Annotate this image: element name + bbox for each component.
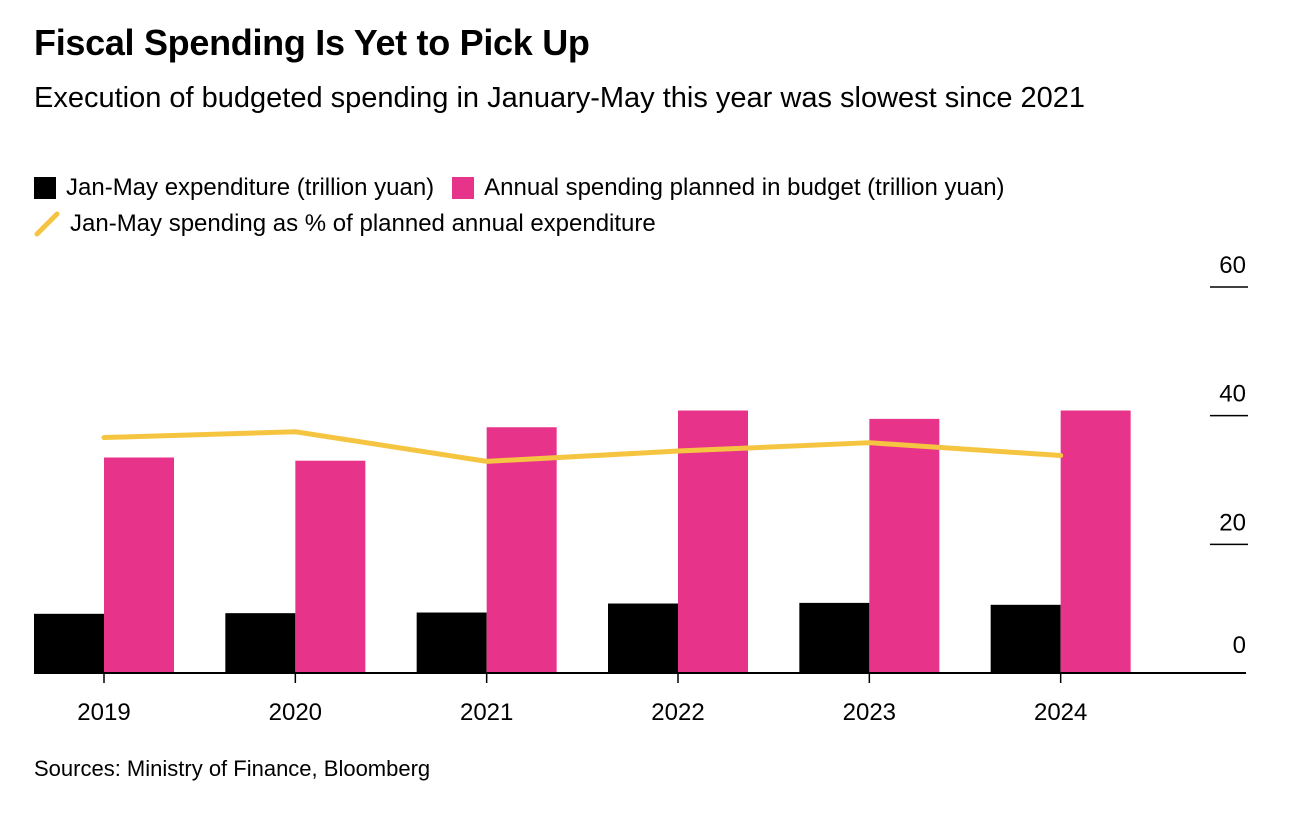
- bar-expenditure: [990, 604, 1061, 673]
- line-percent-series: [101, 429, 1064, 464]
- chart-area: 0 20 40 60 2019 2020 2021 2022 2023 2024: [0, 240, 1314, 740]
- y-tick-label: 20: [1219, 509, 1246, 536]
- legend: Jan-May expenditure (trillion yuan) Annu…: [34, 174, 1023, 202]
- bar-planned: [104, 457, 174, 673]
- legend-item-planned: Annual spending planned in budget (trill…: [452, 174, 1005, 202]
- source-note: Sources: Ministry of Finance, Bloomberg: [34, 756, 431, 781]
- y-tick-label: 60: [1219, 252, 1246, 279]
- legend-label-percent: Jan-May spending as % of planned annual …: [70, 210, 656, 237]
- legend-swatch-planned: [452, 177, 475, 199]
- bar-expenditure: [34, 613, 104, 673]
- legend-swatch-percent: [34, 211, 60, 237]
- chart-subtitle: Execution of budgeted spending in Januar…: [34, 82, 1086, 114]
- bar-planned: [1060, 410, 1131, 673]
- y-tick-label: 40: [1219, 381, 1246, 408]
- x-tick-label: 2024: [1034, 699, 1087, 726]
- bar-expenditure: [416, 612, 487, 673]
- bar-expenditure: [799, 602, 870, 673]
- bar-planned: [486, 427, 557, 673]
- bar-planned: [869, 418, 940, 673]
- x-tick-label: 2021: [460, 699, 513, 726]
- legend-row-2: Jan-May spending as % of planned annual …: [34, 210, 674, 238]
- legend-label-expenditure: Jan-May expenditure (trillion yuan): [66, 174, 435, 201]
- x-tick-label: 2019: [77, 699, 130, 726]
- legend-label-planned: Annual spending planned in budget (trill…: [484, 174, 1005, 201]
- chart-title: Fiscal Spending Is Yet to Pick Up: [34, 22, 590, 63]
- legend-swatch-expenditure: [34, 177, 56, 199]
- bar-expenditure: [225, 613, 296, 673]
- bar-expenditure: [608, 603, 678, 673]
- combo-chart: 0 20 40 60 2019 2020 2021 2022 2023 2024: [34, 252, 1248, 726]
- x-tick-label: 2020: [269, 699, 322, 726]
- x-tick-label: 2023: [843, 699, 896, 726]
- bar-planned: [295, 460, 366, 673]
- y-tick-label: 0: [1233, 632, 1246, 659]
- legend-item-percent: Jan-May spending as % of planned annual …: [34, 210, 656, 238]
- legend-item-expenditure: Jan-May expenditure (trillion yuan): [34, 174, 434, 202]
- bar-planned: [678, 410, 748, 673]
- x-tick-label: 2022: [651, 699, 704, 726]
